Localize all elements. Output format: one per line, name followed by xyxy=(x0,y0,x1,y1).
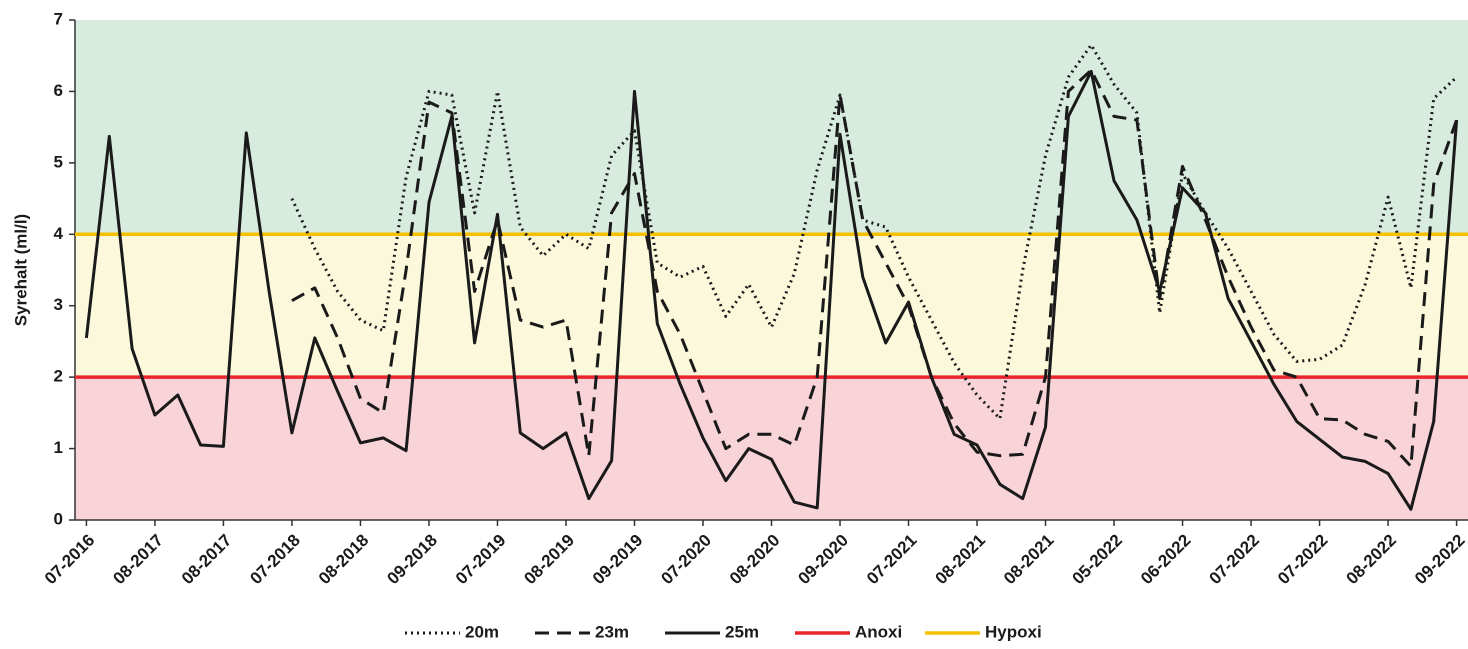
x-tick-label: 05-2022 xyxy=(1068,531,1126,589)
x-tick-label: 08-2020 xyxy=(726,531,784,589)
x-tick-label: 07-2016 xyxy=(41,531,99,589)
x-tick-label: 08-2021 xyxy=(931,531,989,589)
series-line xyxy=(84,69,1459,511)
y-tick-label: 0 xyxy=(54,509,63,528)
legend-label: Anoxi xyxy=(855,622,902,641)
x-tick-label: 07-2022 xyxy=(1274,531,1332,589)
y-tick-label: 7 xyxy=(54,9,63,28)
x-tick-label: 09-2019 xyxy=(589,531,647,589)
series-line xyxy=(290,43,1458,421)
y-tick-label: 4 xyxy=(54,224,64,243)
x-tick-label: 07-2020 xyxy=(657,531,715,589)
x-tick-label: 08-2017 xyxy=(109,531,167,589)
x-tick-label: 09-2022 xyxy=(1411,531,1468,589)
zone-band xyxy=(75,20,1468,235)
y-axis-label: Syrehalt (ml/l) xyxy=(11,214,30,326)
x-tick-label: 08-2022 xyxy=(1343,531,1401,589)
x-tick-label: 06-2022 xyxy=(1137,531,1195,589)
y-tick-label: 3 xyxy=(54,295,63,314)
zone-band xyxy=(75,234,1468,378)
x-tick-label: 07-2022 xyxy=(1206,531,1264,589)
x-tick-label: 08-2019 xyxy=(520,531,578,589)
x-tick-label: 09-2018 xyxy=(383,531,441,589)
legend-label: 23m xyxy=(595,622,629,641)
series-line xyxy=(291,68,1459,468)
y-tick-label: 6 xyxy=(54,81,63,100)
x-tick-label: 07-2018 xyxy=(246,531,304,589)
y-tick-label: 2 xyxy=(54,367,63,386)
x-tick-label: 07-2021 xyxy=(863,531,921,589)
legend-label: 25m xyxy=(725,622,759,641)
x-tick-label: 09-2020 xyxy=(794,531,852,589)
legend-label: Hypoxi xyxy=(985,622,1042,641)
y-tick-label: 1 xyxy=(54,438,63,457)
x-tick-label: 08-2018 xyxy=(315,531,373,589)
legend-label: 20m xyxy=(465,622,499,641)
x-tick-label: 08-2021 xyxy=(1000,531,1058,589)
x-tick-label: 08-2017 xyxy=(178,531,236,589)
zone-band xyxy=(75,377,1468,520)
y-tick-label: 5 xyxy=(54,152,63,171)
x-tick-label: 07-2019 xyxy=(452,531,510,589)
